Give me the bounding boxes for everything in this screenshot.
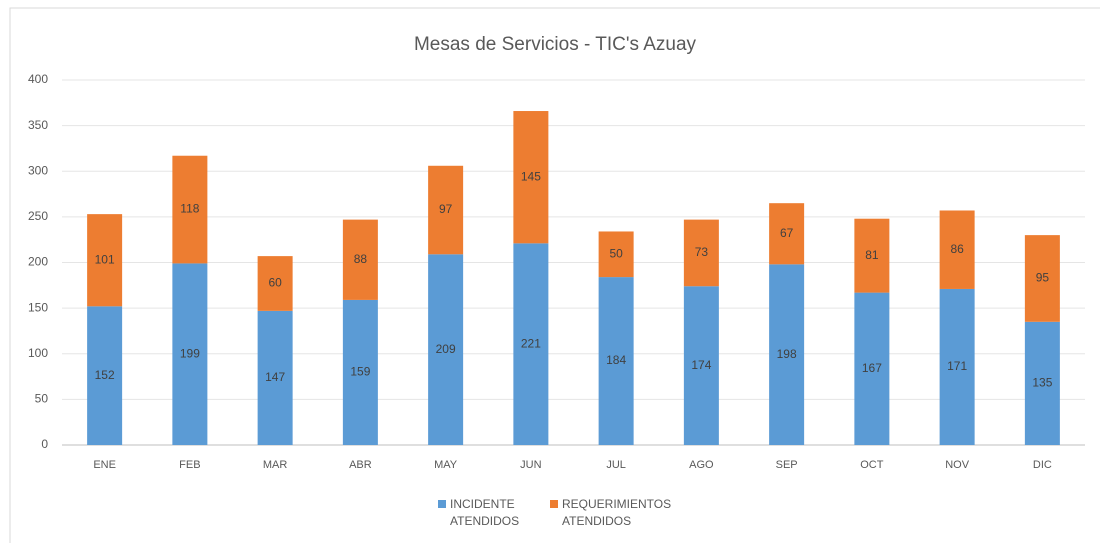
legend-swatch xyxy=(438,500,446,508)
y-tick-label: 0 xyxy=(41,437,48,451)
chart-frame xyxy=(9,7,1100,543)
bar-segment xyxy=(342,299,378,445)
bar-segment xyxy=(172,155,208,264)
bar-segment xyxy=(939,210,975,289)
data-label: 60 xyxy=(268,276,282,290)
bar-segment xyxy=(513,111,549,244)
data-label: 221 xyxy=(521,336,541,350)
x-tick-label: OCT xyxy=(860,459,884,471)
bar-segment xyxy=(342,219,378,300)
bar-segment xyxy=(769,203,805,265)
data-label: 209 xyxy=(436,342,456,356)
x-tick-label: DIC xyxy=(1033,459,1052,471)
y-tick-label: 200 xyxy=(28,255,48,269)
data-label: 152 xyxy=(95,368,115,382)
data-label: 198 xyxy=(777,347,797,361)
legend: INCIDENTE ATENDIDOS REQUERIMIENTOS ATENDI… xyxy=(438,496,692,530)
bar-segment xyxy=(257,256,293,311)
bar-segment xyxy=(428,254,464,445)
x-tick-label: ENE xyxy=(93,459,116,471)
bar-segment xyxy=(683,219,719,287)
x-tick-label: FEB xyxy=(179,459,200,471)
y-tick-label: 350 xyxy=(28,118,48,132)
x-tick-label: MAY xyxy=(434,459,458,471)
bar-segment xyxy=(854,292,890,445)
y-tick-label: 400 xyxy=(28,72,48,86)
data-label: 73 xyxy=(695,245,709,259)
data-label: 95 xyxy=(1036,271,1050,285)
data-label: 174 xyxy=(691,358,711,372)
data-label: 159 xyxy=(350,365,370,379)
x-tick-label: MAR xyxy=(263,459,288,471)
bar-segment xyxy=(1024,235,1060,322)
legend-item: INCIDENTE ATENDIDOS xyxy=(438,496,550,530)
legend-label: REQUERIMIENTOS ATENDIDOS xyxy=(562,497,672,528)
x-tick-label: JUL xyxy=(606,459,626,471)
bar-segment xyxy=(598,231,634,278)
legend-label: INCIDENTE ATENDIDOS xyxy=(450,497,520,528)
data-label: 184 xyxy=(606,353,626,367)
bar-segment xyxy=(172,263,208,445)
y-tick-label: 150 xyxy=(28,300,48,314)
data-label: 199 xyxy=(180,346,200,360)
bar-segment xyxy=(87,306,123,445)
data-label: 101 xyxy=(95,252,115,266)
legend-swatch xyxy=(550,500,558,508)
data-label: 135 xyxy=(1032,376,1052,390)
data-label: 81 xyxy=(865,248,879,262)
legend-item: REQUERIMIENTOS ATENDIDOS xyxy=(550,496,692,530)
y-tick-label: 300 xyxy=(28,163,48,177)
data-label: 147 xyxy=(265,370,285,384)
bar-segment xyxy=(257,310,293,445)
x-tick-label: SEP xyxy=(776,459,798,471)
chart-title: Mesas de Servicios - TIC's Azuay xyxy=(414,34,697,55)
data-label: 86 xyxy=(950,242,964,256)
data-label: 145 xyxy=(521,169,541,183)
data-label: 171 xyxy=(947,359,967,373)
y-tick-label: 50 xyxy=(35,392,49,406)
x-tick-label: ABR xyxy=(349,459,372,471)
bar-segment xyxy=(428,165,464,255)
bar-segment xyxy=(1024,321,1060,445)
y-tick-label: 100 xyxy=(28,346,48,360)
x-tick-label: NOV xyxy=(945,459,970,471)
data-label: 88 xyxy=(354,252,368,266)
data-label: 97 xyxy=(439,202,453,216)
y-tick-label: 250 xyxy=(28,209,48,223)
data-label: 167 xyxy=(862,361,882,375)
x-tick-label: JUN xyxy=(520,459,541,471)
x-tick-label: AGO xyxy=(689,459,714,471)
bar-segment xyxy=(683,286,719,445)
bar-segment xyxy=(939,288,975,445)
bar-segment xyxy=(598,277,634,445)
bar-segment xyxy=(769,264,805,445)
bar-segment xyxy=(513,243,549,445)
data-label: 118 xyxy=(180,202,199,216)
data-label: 67 xyxy=(780,226,794,240)
bar-segment xyxy=(87,214,123,307)
data-label: 50 xyxy=(609,246,623,260)
bar-segment xyxy=(854,218,890,293)
